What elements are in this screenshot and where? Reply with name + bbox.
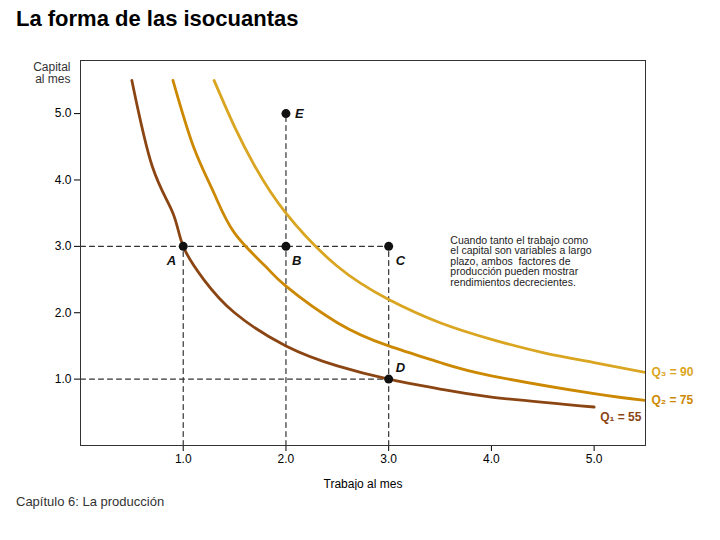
html-text:Capítulo 6: La producción: Capítulo 6: La producción — [16, 494, 165, 509]
svg-text:4.0: 4.0 — [55, 173, 72, 187]
svg-text:Trabajo al mes: Trabajo al mes — [324, 477, 403, 491]
svg-text:5.0: 5.0 — [586, 452, 603, 466]
svg-text:3.0: 3.0 — [55, 239, 72, 253]
svg-text:3.0: 3.0 — [380, 452, 397, 466]
svg-text:Cuando tanto el trabajo comoel: Cuando tanto el trabajo comoel capital s… — [450, 234, 591, 288]
svg-text:2.0: 2.0 — [278, 452, 295, 466]
svg-text:B: B — [292, 253, 301, 268]
svg-text:E: E — [295, 106, 304, 121]
svg-text:Capitalal mes: Capitalal mes — [33, 60, 70, 86]
html-text:La forma de las isocuantas: La forma de las isocuantas — [16, 6, 299, 31]
svg-text:Q₃ = 90: Q₃ = 90 — [652, 365, 694, 379]
svg-text:4.0: 4.0 — [483, 452, 500, 466]
svg-text:2.0: 2.0 — [55, 306, 72, 320]
svg-text:Q₂ = 75: Q₂ = 75 — [652, 393, 694, 407]
svg-text:C: C — [396, 253, 406, 268]
svg-text:A: A — [166, 253, 176, 268]
svg-text:1.0: 1.0 — [55, 372, 72, 386]
svg-text:Q₁ = 55: Q₁ = 55 — [600, 410, 642, 424]
svg-text:1.0: 1.0 — [175, 452, 192, 466]
svg-text:D: D — [396, 360, 406, 375]
svg-text:5.0: 5.0 — [55, 106, 72, 120]
